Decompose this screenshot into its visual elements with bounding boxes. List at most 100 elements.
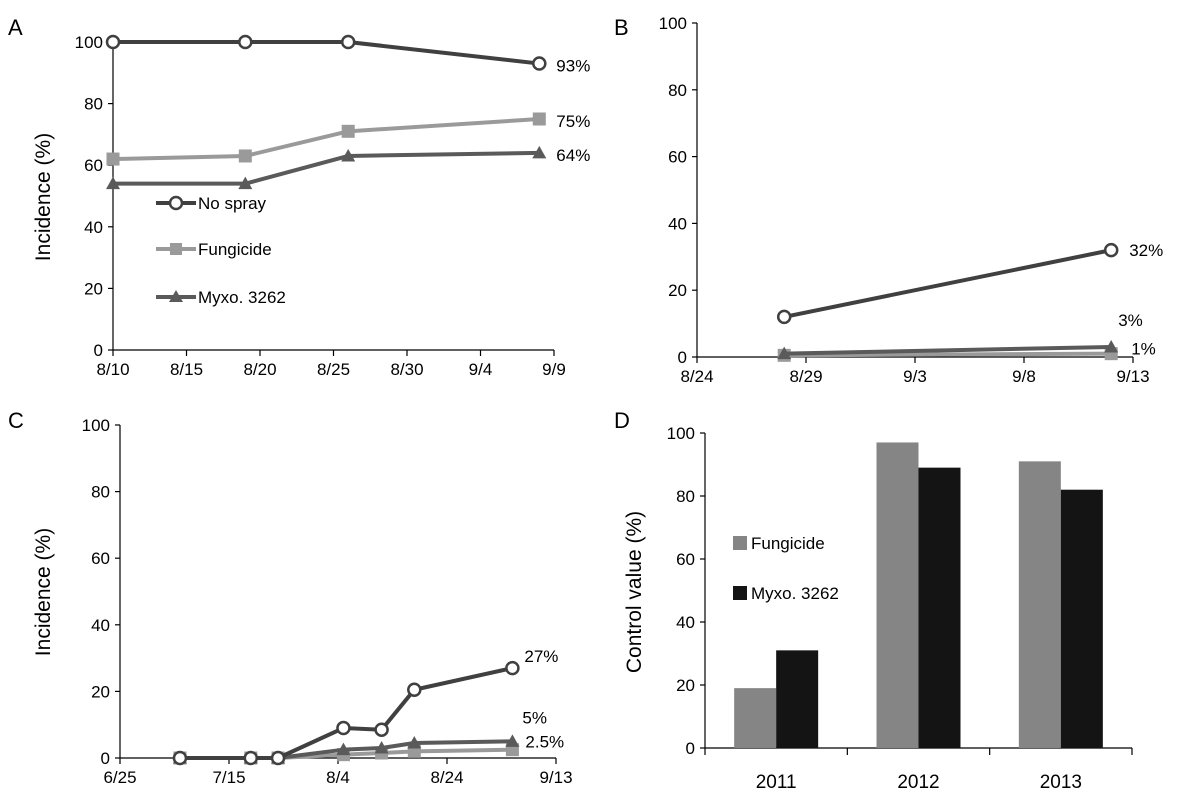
y-tick-label: 20 xyxy=(676,676,695,695)
panel-d: D 0 20 40 60 80 100 2011 2012 2013 Control value… xyxy=(614,408,1133,793)
data-point-myxo-3262 xyxy=(341,148,356,162)
legend-label-myxo: Myxo. 3262 xyxy=(751,584,839,603)
panel-letter-c: C xyxy=(8,408,24,433)
x-tick-label: 9/9 xyxy=(542,360,566,379)
data-point-myxo-3262 xyxy=(238,176,253,190)
data-point-no-spray xyxy=(505,660,520,676)
data-point-no-spray xyxy=(238,34,253,50)
x-tick-label: 7/15 xyxy=(212,768,245,787)
data-point-myxo-3262 xyxy=(407,736,422,749)
data-point-no-spray xyxy=(243,750,259,766)
x-tick-label: 9/4 xyxy=(469,360,493,379)
legend-marker-circle xyxy=(168,195,184,211)
y-tick-label: 0 xyxy=(101,749,110,768)
series-line-no-spray xyxy=(113,40,540,66)
end-label-fungicide: 75% xyxy=(556,112,590,131)
panel-c-axes: 0 20 40 60 80 100 6/25 7/15 8/4 8/24 9/13 xyxy=(82,416,573,787)
data-point-fungicide xyxy=(106,152,120,166)
x-tick-label: 6/25 xyxy=(103,768,136,787)
x-tick-label: 8/24 xyxy=(680,367,713,386)
x-tick-label: 8/20 xyxy=(243,360,276,379)
end-label-myxo-3262: 3% xyxy=(1118,311,1143,330)
data-point-fungicide xyxy=(532,112,546,126)
data-point-no-spray xyxy=(407,682,422,697)
y-tick-label: 20 xyxy=(668,281,687,300)
y-tick-label: 0 xyxy=(686,739,695,758)
y-tick-label: 60 xyxy=(676,550,695,569)
x-tick-label: 2011 xyxy=(756,772,797,793)
legend-label-no-spray: No spray xyxy=(198,194,267,213)
end-label-fungicide: 2.5% xyxy=(525,733,564,752)
panel-b: B 0 20 40 60 80 100 8/24 8/29 9/3 9/8 9/13 1% 3% 32% xyxy=(614,14,1163,386)
series-line-myxo-3262 xyxy=(784,344,1112,356)
series-line-fungicide xyxy=(784,351,1112,358)
y-tick-label: 60 xyxy=(91,549,110,568)
y-tick-label: 40 xyxy=(91,616,110,635)
series-line-no-spray xyxy=(179,666,513,760)
panel-c: C 0 20 40 60 80 100 6/25 7/15 8/4 8/24 9/13 Incide… xyxy=(8,408,573,787)
y-tick-label: 60 xyxy=(668,148,687,167)
bar-myxo-3262-2011 xyxy=(776,650,819,748)
legend-label-myxo: Myxo. 3262 xyxy=(198,288,286,307)
end-label-no-spray: 32% xyxy=(1129,241,1163,260)
panel-letter-a: A xyxy=(8,15,23,40)
data-point-myxo-3262 xyxy=(106,176,120,190)
x-tick-label: 8/4 xyxy=(326,768,350,787)
data-point-no-spray xyxy=(172,750,188,766)
bar-fungicide-2013 xyxy=(1018,461,1061,748)
y-tick-label: 40 xyxy=(668,214,687,233)
data-point-no-spray xyxy=(374,722,389,737)
end-label-no-spray: 27% xyxy=(524,647,558,666)
y-tick-label: 20 xyxy=(91,682,110,701)
y-tick-label: 100 xyxy=(75,33,103,52)
panel-d-legend: Fungicide Myxo. 3262 xyxy=(733,534,839,603)
panel-d-y-axis-title: Control value (%) xyxy=(623,511,646,673)
panel-letter-b: B xyxy=(614,15,629,40)
data-point-myxo-3262 xyxy=(374,741,389,754)
y-tick-label: 100 xyxy=(667,424,695,443)
data-point-no-spray xyxy=(340,34,356,50)
x-tick-label: 8/25 xyxy=(317,360,350,379)
y-tick-label: 100 xyxy=(82,416,110,435)
data-point-no-spray xyxy=(270,750,286,766)
series-line-myxo-3262 xyxy=(113,150,540,186)
y-tick-label: 80 xyxy=(676,487,695,506)
end-label-no-spray: 93% xyxy=(556,57,590,76)
x-tick-label: 8/10 xyxy=(96,360,129,379)
x-tick-label: 9/13 xyxy=(539,768,572,787)
y-tick-label: 0 xyxy=(94,341,103,360)
x-tick-label: 9/8 xyxy=(1012,367,1036,386)
panel-letter-d: D xyxy=(614,408,630,433)
data-point-no-spray xyxy=(776,309,792,325)
x-tick-label: 2012 xyxy=(897,772,939,793)
panel-c-series: 2.5% 5% 27% xyxy=(172,647,564,766)
data-point-myxo-3262 xyxy=(532,145,547,159)
bar-myxo-3262-2013 xyxy=(1060,489,1103,748)
bar-fungicide-2011 xyxy=(734,688,777,748)
panel-a-axes: 0 20 40 60 80 100 8/10 8/15 8/20 8/25 8/30 9/4 9/9 xyxy=(75,33,566,379)
x-tick-label: 8/15 xyxy=(170,360,203,379)
legend-label-fungicide: Fungicide xyxy=(751,534,825,553)
x-tick-label: 9/3 xyxy=(903,367,927,386)
x-tick-label: 8/24 xyxy=(430,768,463,787)
legend-swatch-myxo xyxy=(733,586,747,600)
legend-marker-square xyxy=(170,243,182,255)
data-point-no-spray xyxy=(336,720,351,736)
data-point-myxo-3262 xyxy=(777,346,792,360)
data-point-myxo-3262 xyxy=(336,742,351,756)
y-tick-label: 80 xyxy=(84,95,103,114)
x-tick-label: 8/30 xyxy=(390,360,423,379)
y-tick-label: 80 xyxy=(91,483,110,502)
end-label-myxo-3262: 64% xyxy=(556,146,590,165)
panel-a-series: 75% 64% 93% xyxy=(105,34,590,190)
x-tick-label: 2013 xyxy=(1040,772,1082,793)
end-label-myxo-3262: 5% xyxy=(522,708,547,727)
data-point-fungicide xyxy=(238,149,252,163)
x-tick-label: 9/13 xyxy=(1116,367,1149,386)
y-tick-label: 80 xyxy=(668,81,687,100)
panel-c-y-axis-title: Incidence (%) xyxy=(32,528,55,656)
data-point-no-spray xyxy=(1103,242,1119,258)
data-point-fungicide xyxy=(341,124,355,138)
y-tick-label: 20 xyxy=(84,279,103,298)
